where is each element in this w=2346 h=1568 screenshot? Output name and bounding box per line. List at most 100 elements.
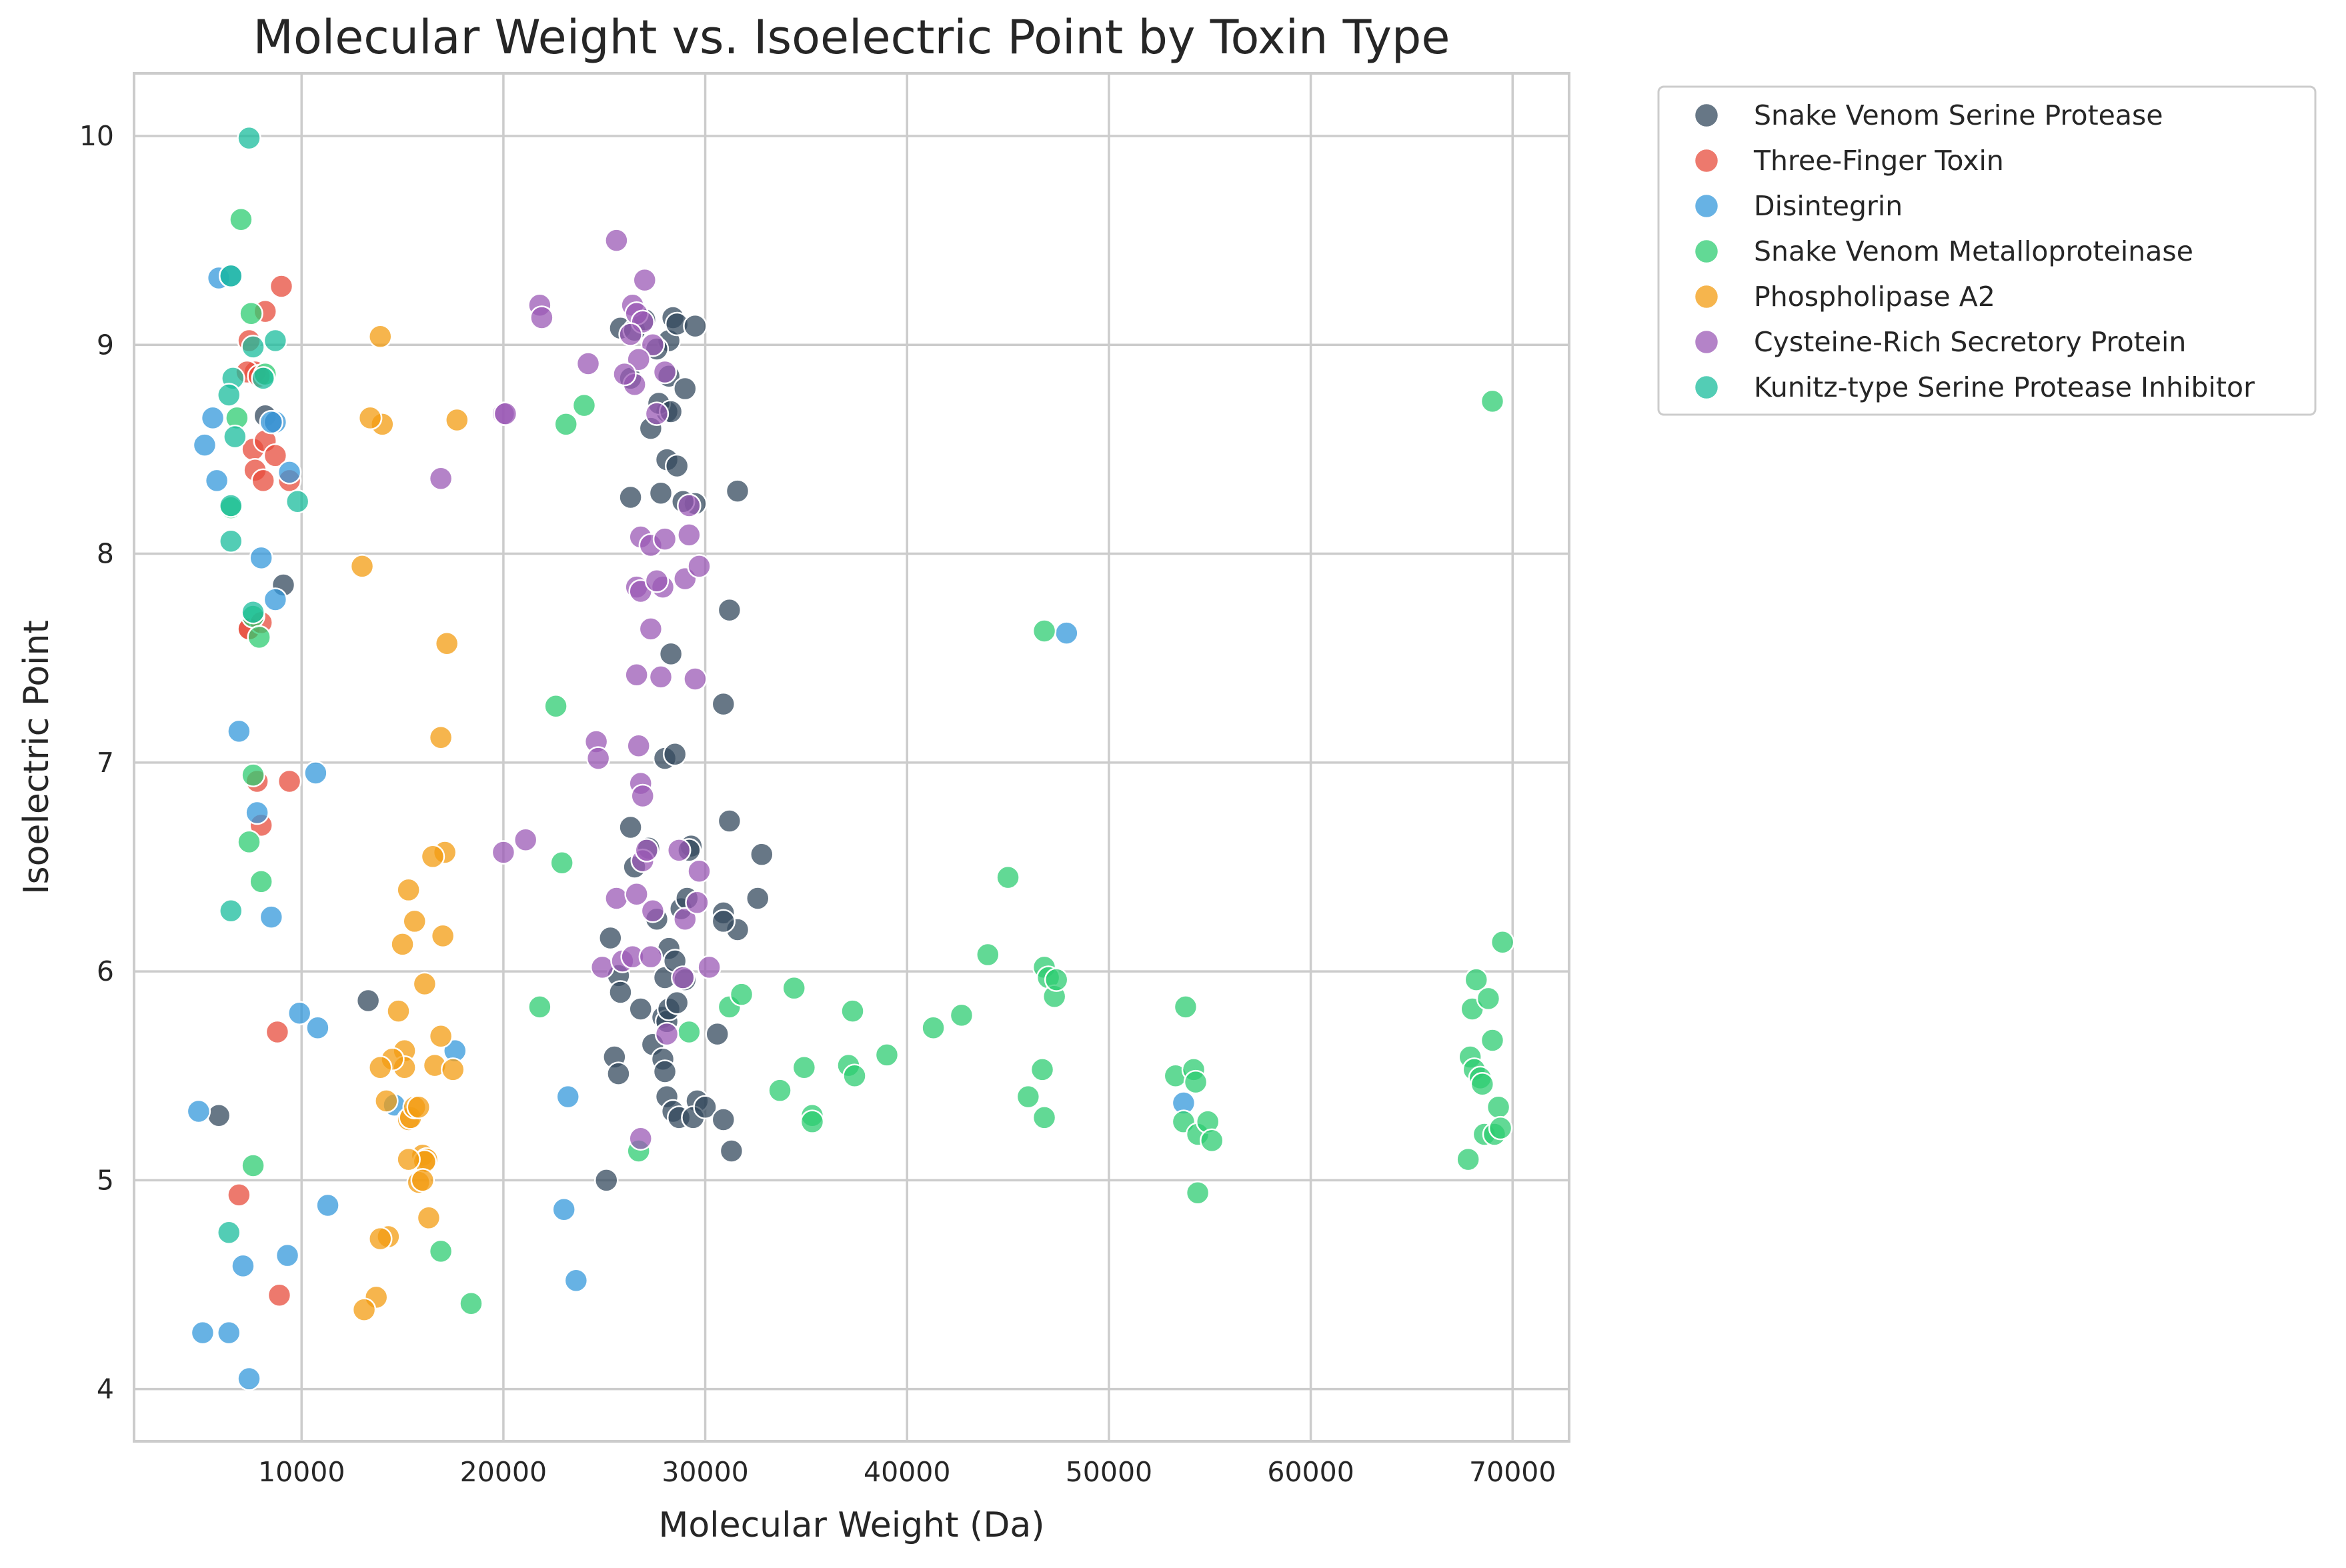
data-point — [1464, 967, 1489, 992]
data-point — [563, 1268, 589, 1293]
data-point — [575, 351, 601, 376]
data-point — [640, 899, 666, 923]
data-point — [725, 479, 750, 503]
data-point — [1480, 1028, 1505, 1053]
data-point — [800, 1109, 825, 1134]
data-point — [251, 366, 275, 391]
data-point — [840, 999, 865, 1023]
data-point — [428, 725, 453, 750]
data-point — [267, 1283, 292, 1307]
data-point — [231, 1253, 255, 1279]
data-point — [190, 1320, 215, 1345]
data-point — [239, 301, 263, 326]
data-point — [529, 305, 554, 330]
data-point — [632, 267, 658, 293]
grid-lines — [134, 73, 1569, 1441]
data-point — [428, 1239, 453, 1264]
data-point — [275, 1243, 300, 1268]
y-tick-label: 7 — [97, 747, 114, 779]
data-point — [406, 1095, 431, 1119]
data-point — [1183, 1069, 1208, 1095]
data-point — [219, 899, 243, 923]
data-point — [368, 1055, 393, 1080]
chart-title: Molecular Weight vs. Isoelectric Point b… — [253, 10, 1450, 65]
data-point — [874, 1043, 900, 1067]
data-point — [842, 1063, 867, 1089]
data-point — [223, 424, 247, 449]
legend-label: Cysteine-Rich Secretory Protein — [1754, 326, 2186, 358]
data-point — [245, 800, 269, 825]
data-point — [204, 468, 229, 493]
data-point — [654, 1021, 680, 1047]
data-point — [543, 693, 568, 719]
data-point — [428, 1023, 453, 1049]
data-point — [662, 742, 688, 767]
y-tick-label: 5 — [97, 1164, 114, 1196]
data-point — [217, 1320, 241, 1345]
data-point — [390, 932, 415, 957]
data-point — [711, 1107, 736, 1132]
data-point — [241, 763, 265, 787]
data-point — [604, 886, 629, 911]
data-point — [768, 1078, 792, 1103]
data-point — [396, 877, 421, 903]
data-point — [683, 667, 708, 691]
data-point — [683, 313, 708, 339]
legend-label: Kunitz-type Serine Protease Inhibitor — [1754, 371, 2255, 403]
data-point — [263, 443, 288, 468]
data-point — [229, 207, 253, 232]
data-point — [687, 554, 712, 579]
data-point — [1054, 621, 1079, 645]
data-point — [666, 838, 692, 863]
data-point — [416, 1205, 441, 1231]
legend-marker — [1693, 283, 1720, 310]
y-axis-label: Isoelectric Point — [17, 620, 57, 895]
legend-marker — [1693, 147, 1720, 174]
data-point — [249, 869, 273, 894]
data-point — [624, 663, 649, 687]
data-point — [1016, 1084, 1041, 1109]
data-point — [237, 1366, 261, 1391]
data-point — [249, 545, 273, 571]
data-point — [227, 1183, 251, 1207]
data-point — [673, 376, 698, 401]
data-point — [658, 641, 684, 667]
legend-label: Snake Venom Metalloproteinase — [1754, 235, 2193, 267]
legend-marker — [1693, 374, 1720, 401]
data-point — [697, 955, 722, 980]
data-point — [711, 691, 736, 717]
data-point — [792, 1055, 817, 1080]
data-point — [217, 1220, 241, 1245]
data-point — [1185, 1180, 1210, 1205]
data-point — [638, 617, 664, 641]
data-point — [259, 905, 284, 929]
y-tick-label: 6 — [97, 955, 114, 987]
x-axis-ticks: 10000 20000 30000 40000 50000 60000 70000 — [258, 1456, 1556, 1488]
data-point — [277, 769, 302, 794]
data-point — [652, 1059, 678, 1084]
data-point — [555, 1084, 580, 1109]
data-point — [1044, 967, 1069, 992]
y-tick-label: 10 — [79, 120, 114, 152]
data-point — [206, 1103, 231, 1128]
data-point — [269, 274, 294, 299]
data-point — [693, 1095, 718, 1119]
data-point — [618, 485, 643, 510]
data-point — [186, 1099, 211, 1124]
y-tick-label: 9 — [97, 329, 114, 361]
data-point — [624, 881, 649, 907]
data-point — [628, 1126, 653, 1151]
data-point — [673, 907, 698, 932]
data-point — [402, 909, 427, 934]
data-point — [410, 1168, 435, 1193]
data-point — [711, 909, 736, 934]
data-point — [513, 827, 538, 852]
data-point — [527, 995, 552, 1019]
data-point — [638, 944, 664, 969]
data-point — [598, 925, 623, 951]
x-axis-label: Molecular Weight (Da) — [658, 1505, 1044, 1545]
data-point — [357, 405, 383, 431]
data-point — [608, 980, 633, 1005]
data-point — [1200, 1128, 1224, 1153]
data-point — [677, 493, 702, 518]
